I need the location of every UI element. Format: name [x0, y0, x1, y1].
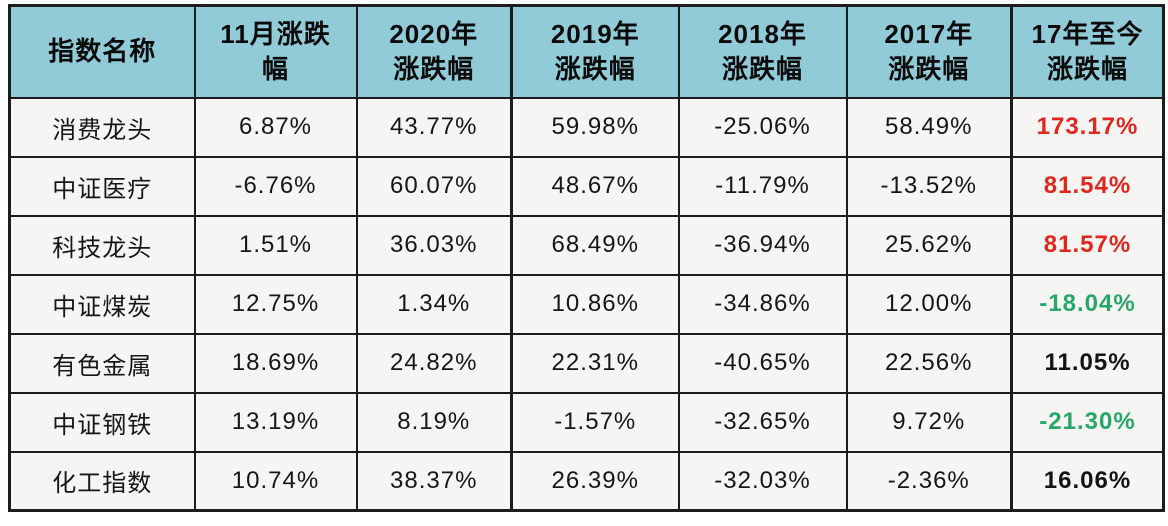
value-cell: -1.57%	[510, 391, 680, 453]
value-cell: 1.34%	[355, 273, 513, 335]
value-cell: 60.07%	[355, 155, 513, 217]
value-cell: -6.76%	[193, 155, 358, 217]
total-cell: -21.30%	[1010, 391, 1165, 453]
value-cell: 36.03%	[355, 214, 513, 276]
value-cell: 10.86%	[510, 273, 680, 335]
value-cell: 48.67%	[510, 155, 680, 217]
value-cell: -25.06%	[677, 96, 848, 158]
index-performance-table: 指数名称 11月涨跌 幅 2020年 涨跌幅 2019年 涨跌幅 2018年 涨…	[8, 4, 1165, 512]
value-cell: 10.74%	[193, 450, 358, 512]
header-cell-nov-change: 11月涨跌 幅	[193, 4, 358, 99]
total-cell: 81.54%	[1010, 155, 1165, 217]
total-cell: 11.05%	[1010, 332, 1165, 394]
value-cell: -2.36%	[845, 450, 1013, 512]
header-cell-2018-change: 2018年 涨跌幅	[677, 4, 848, 99]
value-cell: 18.69%	[193, 332, 358, 394]
index-name-cell: 中证钢铁	[8, 391, 196, 453]
index-name-cell: 有色金属	[8, 332, 196, 394]
value-cell: 26.39%	[510, 450, 680, 512]
header-row: 指数名称 11月涨跌 幅 2020年 涨跌幅 2019年 涨跌幅 2018年 涨…	[8, 4, 1165, 99]
value-cell: 8.19%	[355, 391, 513, 453]
value-cell: 6.87%	[193, 96, 358, 158]
table-row: 科技龙头 1.51% 36.03% 68.49% -36.94% 25.62% …	[8, 214, 1165, 276]
table-row: 消费龙头 6.87% 43.77% 59.98% -25.06% 58.49% …	[8, 96, 1165, 158]
table-row: 中证煤炭 12.75% 1.34% 10.86% -34.86% 12.00% …	[8, 273, 1165, 335]
total-cell: 173.17%	[1010, 96, 1165, 158]
index-name-cell: 化工指数	[8, 450, 196, 512]
value-cell: -32.65%	[677, 391, 848, 453]
index-name-cell: 中证煤炭	[8, 273, 196, 335]
value-cell: 22.31%	[510, 332, 680, 394]
table-row: 中证医疗 -6.76% 60.07% 48.67% -11.79% -13.52…	[8, 155, 1165, 217]
total-cell: 16.06%	[1010, 450, 1165, 512]
index-name-cell: 消费龙头	[8, 96, 196, 158]
value-cell: -34.86%	[677, 273, 848, 335]
value-cell: 13.19%	[193, 391, 358, 453]
value-cell: -11.79%	[677, 155, 848, 217]
value-cell: -32.03%	[677, 450, 848, 512]
value-cell: -36.94%	[677, 214, 848, 276]
value-cell: -40.65%	[677, 332, 848, 394]
total-cell: -18.04%	[1010, 273, 1165, 335]
value-cell: 24.82%	[355, 332, 513, 394]
value-cell: 43.77%	[355, 96, 513, 158]
value-cell: 12.75%	[193, 273, 358, 335]
table-row: 化工指数 10.74% 38.37% 26.39% -32.03% -2.36%…	[8, 450, 1165, 512]
index-name-cell: 中证医疗	[8, 155, 196, 217]
value-cell: 58.49%	[845, 96, 1013, 158]
header-cell-index-name: 指数名称	[8, 4, 196, 99]
value-cell: 9.72%	[845, 391, 1013, 453]
table-row: 中证钢铁 13.19% 8.19% -1.57% -32.65% 9.72% -…	[8, 391, 1165, 453]
header-cell-2020-change: 2020年 涨跌幅	[355, 4, 513, 99]
value-cell: 68.49%	[510, 214, 680, 276]
value-cell: -13.52%	[845, 155, 1013, 217]
header-cell-since-2017-change: 17年至今 涨跌幅	[1010, 4, 1165, 99]
value-cell: 12.00%	[845, 273, 1013, 335]
value-cell: 25.62%	[845, 214, 1013, 276]
value-cell: 59.98%	[510, 96, 680, 158]
total-cell: 81.57%	[1010, 214, 1165, 276]
header-cell-2017-change: 2017年 涨跌幅	[845, 4, 1013, 99]
value-cell: 22.56%	[845, 332, 1013, 394]
header-cell-2019-change: 2019年 涨跌幅	[510, 4, 680, 99]
value-cell: 1.51%	[193, 214, 358, 276]
value-cell: 38.37%	[355, 450, 513, 512]
index-name-cell: 科技龙头	[8, 214, 196, 276]
table-row: 有色金属 18.69% 24.82% 22.31% -40.65% 22.56%…	[8, 332, 1165, 394]
